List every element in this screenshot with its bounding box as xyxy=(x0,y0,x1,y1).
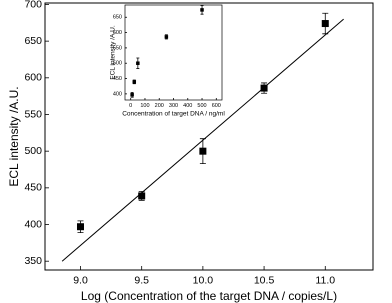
x-axis-title: Log (Concentration of the target DNA / c… xyxy=(81,289,337,303)
x-tick-label: 400 xyxy=(183,103,192,109)
x-tick-label: 9.0 xyxy=(73,274,88,286)
y-tick-label: 600 xyxy=(113,30,122,36)
x-tick-label: 300 xyxy=(169,103,178,109)
y-tick-label: 400 xyxy=(24,218,42,230)
y-tick-label: 650 xyxy=(24,35,42,47)
data-point xyxy=(260,84,268,92)
x-tick-label: 9.5 xyxy=(134,274,149,286)
y-axis-title: ECL intensity /A.U. xyxy=(7,86,21,186)
x-tick-label: 600 xyxy=(212,103,221,109)
data-point xyxy=(136,61,140,65)
x-tick-label: 500 xyxy=(197,103,206,109)
y-tick-label: 700 xyxy=(24,0,42,10)
data-point xyxy=(164,35,169,39)
x-tick-label: 100 xyxy=(140,103,149,109)
y-tick-label: 450 xyxy=(113,76,122,82)
y-tick-label: 400 xyxy=(113,91,122,97)
y-tick-label: 550 xyxy=(113,45,122,51)
y-tick-label: 500 xyxy=(24,145,42,157)
inset-background xyxy=(125,5,222,100)
data-point xyxy=(130,93,134,97)
data-point xyxy=(132,80,137,84)
data-point xyxy=(200,8,204,12)
data-point xyxy=(138,192,146,200)
y-tick-label: 450 xyxy=(24,182,42,194)
y-tick-label: 350 xyxy=(24,255,42,267)
data-point xyxy=(199,147,207,155)
x-tick-label: 11.0 xyxy=(315,274,335,286)
x-tick-label: 10.5 xyxy=(254,274,275,286)
x-tick-label: 200 xyxy=(155,103,164,109)
y-axis-title: ECL intensity /A.U. xyxy=(110,25,117,80)
y-tick-label: 650 xyxy=(113,15,122,21)
y-tick-label: 600 xyxy=(24,72,42,84)
data-point xyxy=(76,223,84,231)
y-tick-label: 550 xyxy=(24,108,42,120)
y-tick-label: 500 xyxy=(113,61,122,67)
x-axis-title: Concentration of target DNA / ng/ml xyxy=(122,111,225,118)
plot-frame xyxy=(44,2,374,271)
x-tick-label: 10.0 xyxy=(193,274,214,286)
data-point xyxy=(321,20,329,28)
x-tick-label: 0 xyxy=(129,103,132,109)
